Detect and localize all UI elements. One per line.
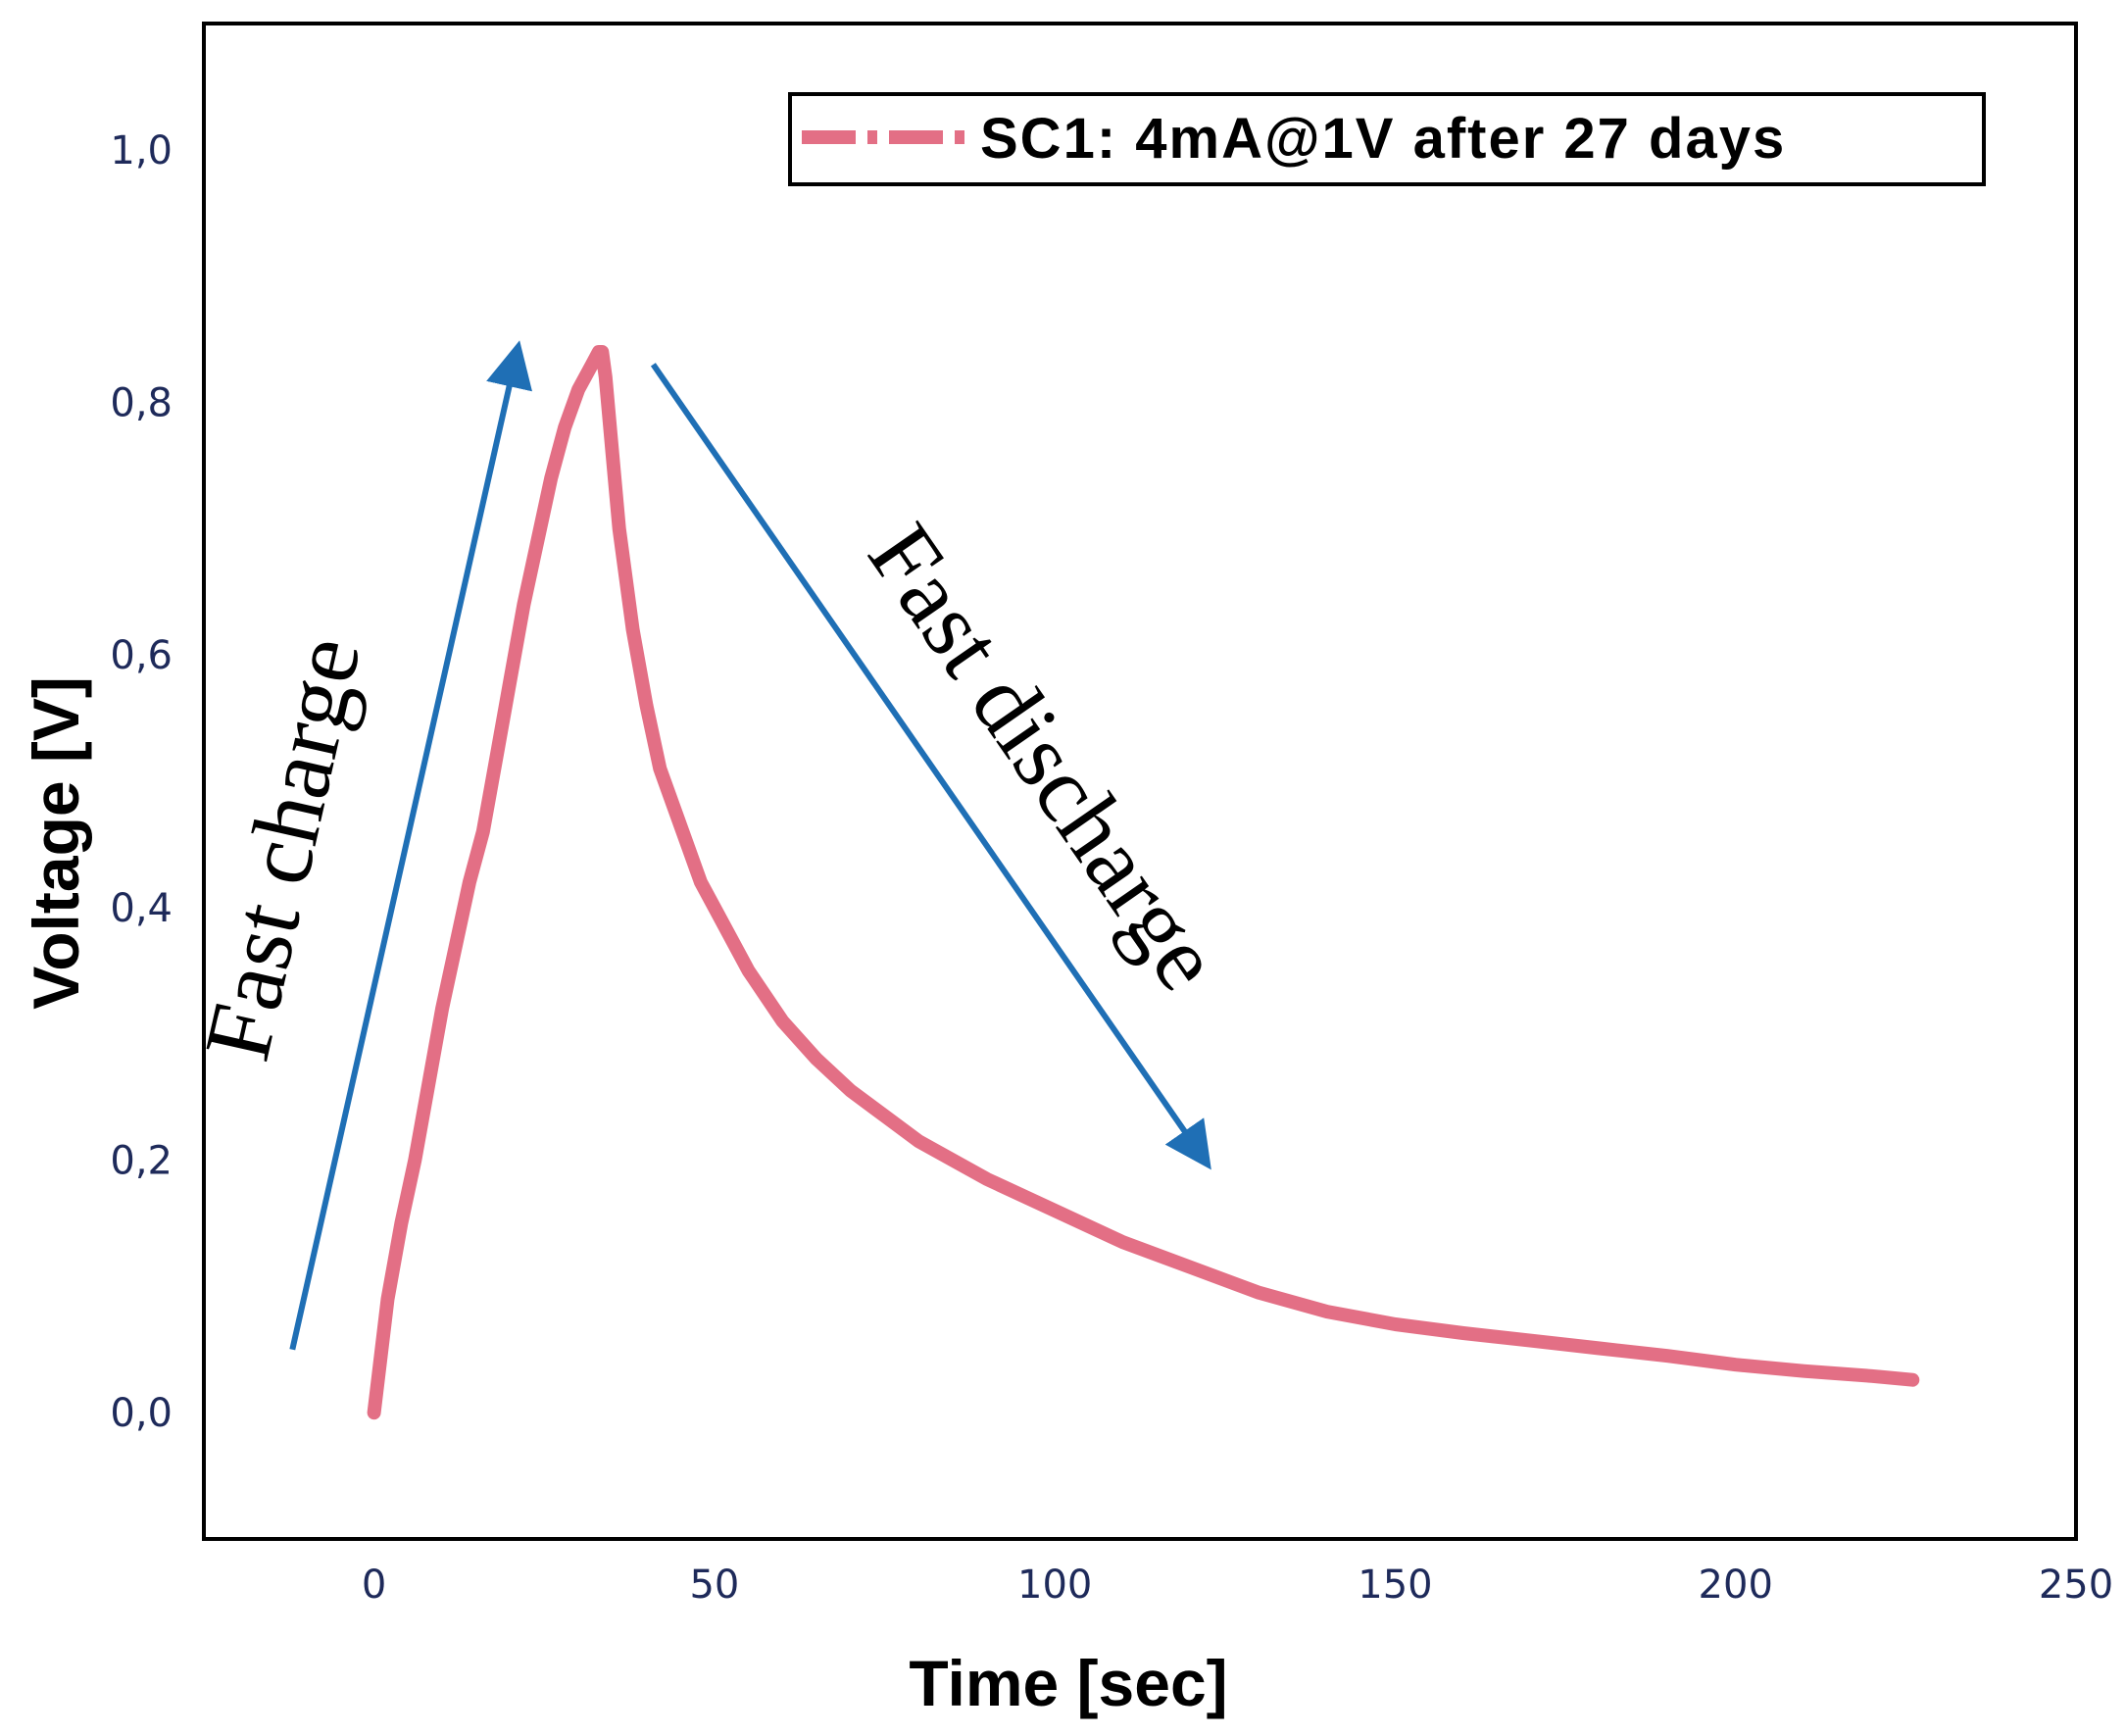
x-tick-label: 200 (1699, 1562, 1773, 1608)
x-tick-label: 50 (689, 1562, 739, 1608)
y-tick-label: 0,6 (110, 633, 173, 678)
y-tick-label: 0,8 (110, 381, 173, 426)
legend: SC1: 4mA@1V after 27 days (788, 92, 1986, 186)
plot-frame (202, 22, 2078, 1541)
y-tick-label: 0,0 (110, 1391, 173, 1436)
x-tick-label: 0 (362, 1562, 386, 1608)
legend-box (788, 92, 1986, 186)
y-tick-label: 0,4 (110, 886, 173, 931)
y-tick-label: 1,0 (110, 128, 173, 174)
y-tick-labels: 0,0 0,2 0,4 0,6 0,8 1,0 (110, 128, 173, 1436)
x-axis-title: Time [sec] (909, 1647, 1227, 1719)
annotation-arrow (650, 363, 1211, 1170)
annotation-layer: Fast charge Fast discharge (183, 340, 1242, 1351)
annotation-label: Fast charge (183, 627, 380, 1069)
y-axis-title: Voltage [V] (20, 676, 92, 1010)
x-tick-labels: 0 50 100 150 200 250 (362, 1562, 2113, 1608)
x-tick-label: 100 (1017, 1562, 1092, 1608)
series-line (367, 345, 1920, 1420)
y-tick-label: 0,2 (110, 1139, 173, 1184)
legend-label: SC1: 4mA@1V after 27 days (980, 107, 1786, 171)
annotation-arrow (289, 340, 532, 1351)
series-layer (367, 345, 1920, 1420)
x-tick-label: 250 (2039, 1562, 2113, 1608)
x-tick-label: 150 (1358, 1562, 1432, 1608)
